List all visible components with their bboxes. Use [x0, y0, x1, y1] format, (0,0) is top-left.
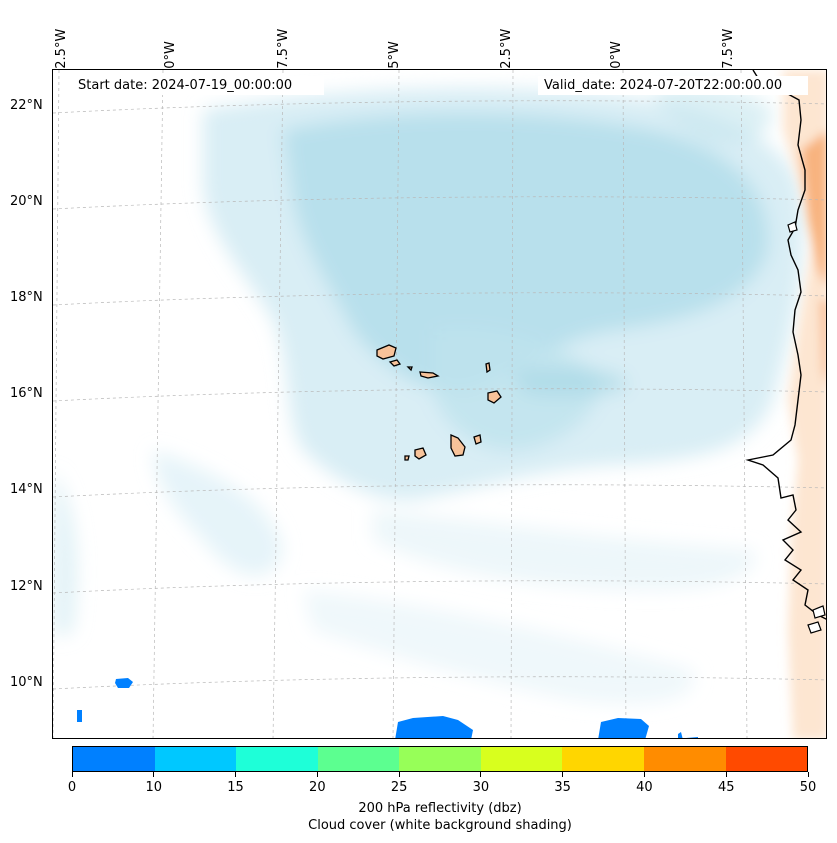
lat-label-18n: 18°N [10, 290, 43, 305]
reflectivity-cells [77, 678, 698, 738]
colorbar-tick [480, 772, 482, 777]
colorbar-tick [316, 772, 318, 777]
colorbar-tick-label: 30 [472, 780, 490, 795]
island-maio [473, 434, 482, 445]
island-boa-vista [487, 390, 502, 404]
colorbar-tick [71, 772, 73, 777]
colorbar-tick [725, 772, 727, 777]
colorbar-tick [807, 772, 809, 777]
colorbar-segment [317, 747, 400, 771]
colorbar-tick [235, 772, 237, 777]
island-fogo [414, 447, 427, 460]
colorbar-segment [725, 747, 808, 771]
lat-label-16n: 16°N [10, 386, 43, 401]
map-panel [52, 69, 827, 739]
colorbar-tick-label: 25 [390, 780, 408, 795]
start-date-label: Start date: 2024-07-19_00:00:00 [72, 76, 324, 95]
colorbar-segment [643, 747, 726, 771]
island-santo-antao [376, 344, 397, 360]
colorbar-title: 200 hPa reflectivity (dbz) [358, 801, 522, 816]
coastline-small-islands [787, 221, 826, 634]
colorbar-tick-label: 0 [67, 780, 77, 795]
colorbar-tick [398, 772, 400, 777]
colorbar-tick-label: 10 [145, 780, 163, 795]
graticule [53, 70, 826, 738]
reflectivity-colorbar [72, 746, 808, 772]
lat-label-10n: 10°N [10, 675, 43, 690]
colorbar-segment [73, 747, 155, 771]
colorbar-segment [399, 747, 481, 771]
colorbar-segment [236, 747, 318, 771]
colorbar-tick [643, 772, 645, 777]
cloud-cover-shading [53, 86, 804, 704]
colorbar-tick-label: 50 [799, 780, 817, 795]
colorbar-segment [154, 747, 237, 771]
colorbar-subtitle: Cloud cover (white background shading) [308, 818, 572, 833]
colorbar-tick-label: 40 [636, 780, 653, 795]
lat-label-22n: 22°N [10, 98, 43, 113]
cabo-verde-islands [376, 344, 502, 461]
lat-label-20n: 20°N [10, 194, 43, 209]
colorbar-segment [480, 747, 563, 771]
colorbar-tick-label: 35 [554, 780, 571, 795]
island-santa-luzia [406, 366, 413, 372]
island-brava [404, 455, 410, 461]
island-santiago [450, 434, 466, 457]
coastline [745, 70, 826, 620]
colorbar-tick-label: 45 [717, 780, 735, 795]
lat-label-14n: 14°N [10, 482, 43, 497]
colorbar-tick-label: 20 [309, 780, 326, 795]
land-cloud-shading [783, 70, 826, 738]
colorbar-tick [153, 772, 155, 777]
colorbar-segment [562, 747, 644, 771]
island-sao-nicolau [419, 371, 440, 379]
lat-label-12n: 12°N [10, 579, 43, 594]
valid-date-label: Valid_date: 2024-07-20T22:00:00.00 [538, 76, 808, 95]
map-canvas [53, 70, 826, 738]
island-sal [485, 362, 491, 374]
colorbar-tick [562, 772, 564, 777]
colorbar-tick-label: 15 [227, 780, 244, 795]
island-sao-vicente [388, 359, 402, 367]
